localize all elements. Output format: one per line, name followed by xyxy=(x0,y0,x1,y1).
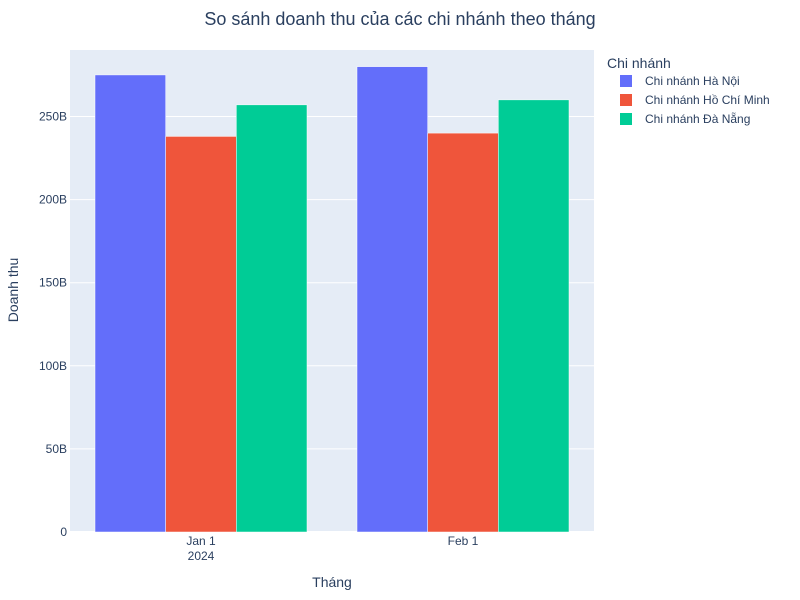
bar[interactable] xyxy=(236,104,308,533)
legend-swatch xyxy=(620,94,632,106)
y-tick-label: 100B xyxy=(39,359,67,373)
y-axis-title: Doanh thu xyxy=(5,258,21,323)
legend-title: Chi nhánh xyxy=(607,55,671,71)
legend-label: Chi nhánh Hà Nội xyxy=(645,74,740,88)
x-axis: Jan 1 2024 Feb 1 xyxy=(186,534,478,563)
y-tick-label: 50B xyxy=(46,442,67,456)
y-axis: 0 50B 100B 150B 200B 250B xyxy=(39,109,67,539)
bar[interactable] xyxy=(94,74,166,533)
x-tick-label: Jan 1 2024 xyxy=(186,534,216,563)
legend-swatch xyxy=(620,113,632,125)
legend: Chi nhánh Chi nhánh Hà Nội Chi nhánh Hồ C… xyxy=(607,55,770,126)
y-tick-label: 200B xyxy=(39,193,67,207)
bar[interactable] xyxy=(427,132,499,533)
bar[interactable] xyxy=(356,66,428,533)
chart-title: So sánh doanh thu của các chi nhánh theo… xyxy=(204,9,595,29)
y-tick-label: 0 xyxy=(60,525,67,539)
bar[interactable] xyxy=(498,99,570,533)
legend-label: Chi nhánh Đà Nẵng xyxy=(645,111,750,126)
legend-item[interactable]: Chi nhánh Đà Nẵng xyxy=(620,111,750,126)
legend-swatch xyxy=(620,75,632,87)
y-tick-label: 150B xyxy=(39,276,67,290)
legend-item[interactable]: Chi nhánh Hà Nội xyxy=(620,74,740,88)
legend-label: Chi nhánh Hồ Chí Minh xyxy=(645,93,770,107)
y-tick-label: 250B xyxy=(39,109,67,123)
x-axis-title: Tháng xyxy=(312,574,352,590)
legend-item[interactable]: Chi nhánh Hồ Chí Minh xyxy=(620,93,770,107)
x-tick-label: Feb 1 xyxy=(448,534,479,548)
bars-group xyxy=(94,66,570,533)
bar[interactable] xyxy=(165,136,237,533)
